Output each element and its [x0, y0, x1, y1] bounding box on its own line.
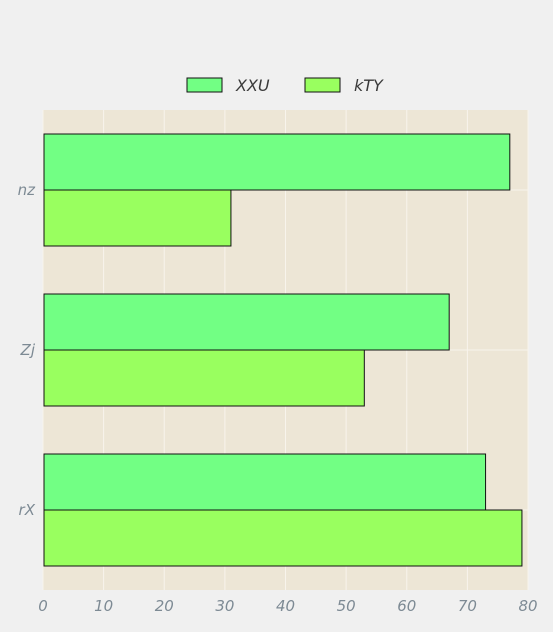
x-tick-label: 80 [518, 597, 537, 615]
bar-kTY-nz [43, 189, 232, 247]
bar-XXU-rX [43, 453, 487, 511]
legend-swatch-XXU [186, 77, 223, 93]
y-tick-label: rX [19, 501, 36, 519]
legend-label-XXU: XXU [235, 76, 270, 95]
x-tick-label: 20 [155, 597, 174, 615]
legend-label-kTY: kTY [354, 76, 384, 95]
x-tick-label: 70 [458, 597, 477, 615]
bar-XXU-nz [43, 133, 511, 191]
x-tick-label: 30 [215, 597, 234, 615]
x-tick-label: 10 [94, 597, 113, 615]
y-tick-label: Zj [20, 341, 36, 359]
y-tick-label: nz [18, 181, 37, 199]
bar-kTY-rX [43, 509, 523, 567]
x-tick-label: 0 [38, 597, 48, 615]
x-tick-label: 40 [276, 597, 295, 615]
bar-XXU-Zj [43, 293, 450, 351]
x-tick-label: 50 [337, 597, 356, 615]
x-tick-label: 60 [397, 597, 416, 615]
legend-swatch-kTY [304, 77, 341, 93]
bar-kTY-Zj [43, 349, 365, 407]
